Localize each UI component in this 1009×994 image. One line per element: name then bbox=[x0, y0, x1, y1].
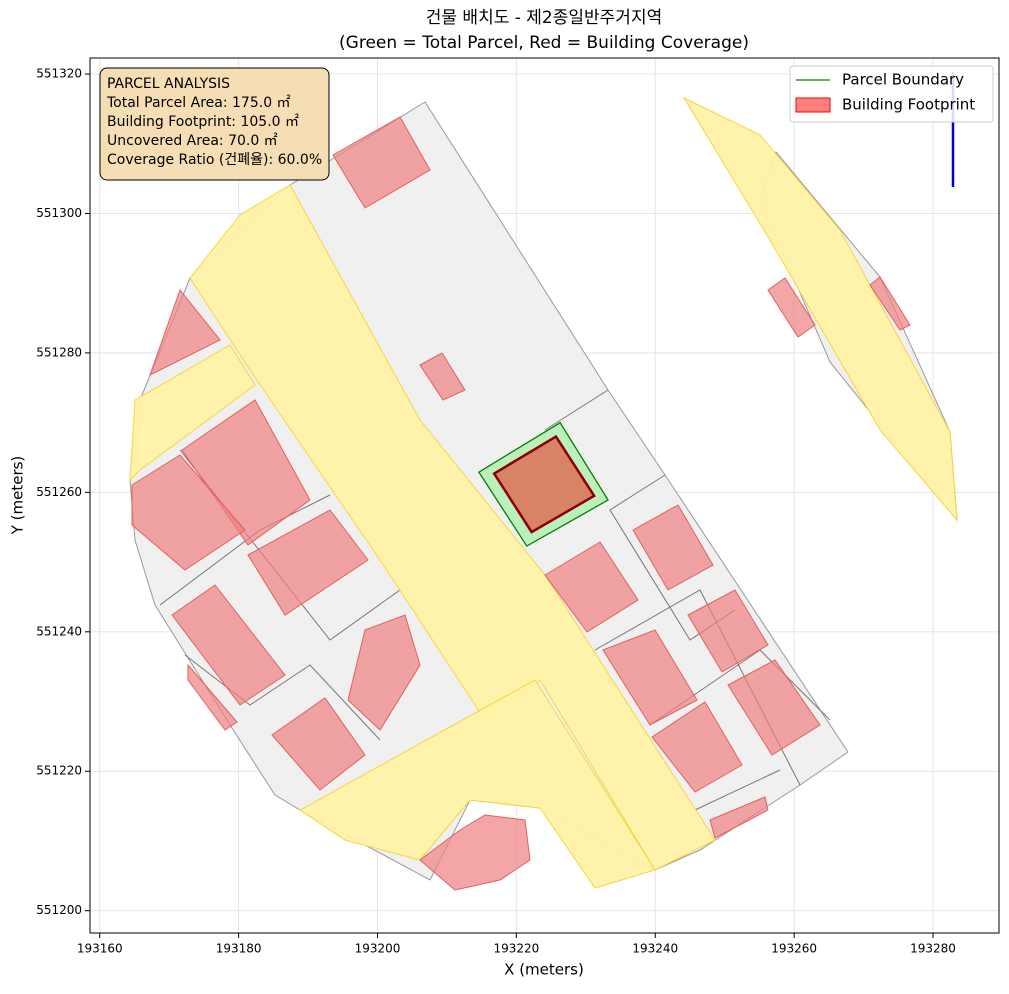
building bbox=[767, 277, 816, 338]
building bbox=[131, 454, 246, 571]
annotation-line: Uncovered Area: 70.0 ㎡ bbox=[107, 133, 278, 149]
building bbox=[419, 352, 466, 401]
x-tick-label: 193220 bbox=[493, 942, 539, 956]
building bbox=[727, 659, 821, 756]
building bbox=[602, 629, 698, 726]
y-tick-label: 551300 bbox=[36, 206, 82, 220]
legend-label: Parcel Boundary bbox=[842, 71, 964, 89]
background-map bbox=[129, 72, 958, 891]
building bbox=[187, 663, 238, 731]
chart-title: 건물 배치도 - 제2종일반주거지역 bbox=[426, 8, 662, 28]
building bbox=[247, 509, 369, 616]
road bbox=[682, 96, 958, 522]
building bbox=[632, 504, 714, 591]
annotation-line: Total Parcel Area: 175.0 ㎡ bbox=[106, 95, 291, 111]
annotation-line: Building Footprint: 105.0 ㎡ bbox=[107, 114, 299, 130]
y-tick-label: 551280 bbox=[36, 345, 82, 359]
road bbox=[189, 184, 716, 871]
roads bbox=[129, 96, 958, 889]
x-tick-label: 193200 bbox=[355, 942, 401, 956]
data-layer bbox=[477, 421, 609, 547]
building bbox=[271, 697, 366, 791]
x-tick-label: 193280 bbox=[910, 942, 956, 956]
building bbox=[171, 584, 286, 706]
x-tick-label: 193240 bbox=[632, 942, 678, 956]
road bbox=[299, 679, 656, 889]
plot-frame bbox=[89, 57, 1000, 934]
x-tick-label: 193160 bbox=[77, 942, 123, 956]
building bbox=[347, 614, 421, 731]
annotation-line: PARCEL ANALYSIS bbox=[107, 76, 230, 92]
parcel-line bbox=[544, 389, 609, 431]
annotation-box bbox=[99, 67, 330, 181]
building bbox=[419, 814, 531, 891]
y-tick-label: 551260 bbox=[36, 485, 82, 499]
y-tick-label: 551220 bbox=[36, 764, 82, 778]
annotation-line: Coverage Ratio (건폐율): 60.0% bbox=[107, 152, 322, 168]
x-axis-label: X (meters) bbox=[504, 961, 584, 979]
y-tick-label: 551240 bbox=[36, 624, 82, 638]
building bbox=[149, 288, 221, 377]
chart-subtitle: (Green = Total Parcel, Red = Building Co… bbox=[339, 33, 749, 53]
x-tick-label: 193180 bbox=[216, 942, 262, 956]
buildings bbox=[131, 116, 911, 891]
building bbox=[687, 589, 769, 673]
parcel-line bbox=[694, 769, 781, 811]
legend-swatch bbox=[795, 97, 831, 113]
building bbox=[332, 116, 431, 209]
building bbox=[544, 541, 639, 633]
road bbox=[129, 344, 256, 482]
building bbox=[651, 701, 743, 793]
parcel-line bbox=[184, 654, 381, 741]
legend-box bbox=[789, 65, 994, 123]
legend-label: Building Footprint bbox=[842, 96, 975, 114]
building bbox=[709, 796, 769, 839]
building bbox=[869, 276, 911, 331]
y-axis-label: Y (meters) bbox=[9, 456, 27, 536]
y-tick-label: 551200 bbox=[36, 903, 82, 917]
x-tick-label: 193260 bbox=[771, 942, 817, 956]
parcel-boundary bbox=[477, 421, 609, 547]
building-footprint bbox=[492, 434, 596, 534]
y-tick-label: 551320 bbox=[36, 67, 82, 81]
